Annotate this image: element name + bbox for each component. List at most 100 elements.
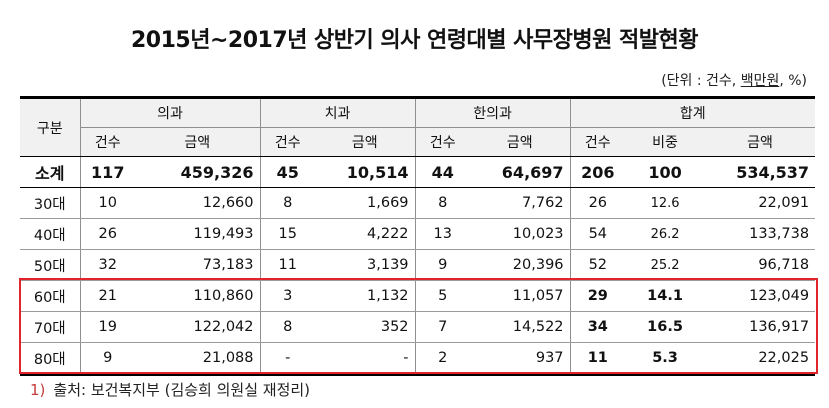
table-cell: 26 (570, 187, 626, 219)
header-sub-cell: 비중 (625, 127, 706, 157)
header-row-groups: 구분 의과 치과 한의과 합계 (20, 96, 816, 157)
header-gubun: 구분 (20, 96, 81, 157)
footnote-mark: 1) (30, 381, 46, 399)
row-label: 80대 (20, 342, 81, 376)
table-cell: 9 (80, 342, 135, 376)
table-cell: 16.5 (625, 311, 706, 343)
data-table: 구분 의과 치과 한의과 합계 건수 금액 건수 금액 건수 금액 건수 비중 … (20, 96, 816, 376)
header-sub-cell: 건수 (415, 127, 471, 157)
table-cell: 937 (470, 342, 571, 376)
table-cell: 3 (260, 280, 316, 312)
table-cell: 10 (80, 187, 135, 219)
header-group-dental: 치과 (260, 96, 416, 128)
table-cell: 52 (570, 249, 626, 281)
header-sub-cell: 금액 (470, 127, 571, 157)
table-cell: 21 (80, 280, 135, 312)
table-row: 50대 32 73,183 11 3,139 9 20,396 52 25.2 … (20, 249, 816, 281)
table-cell: 73,183 (135, 249, 261, 281)
table-cell: 534,537 (705, 156, 816, 188)
table-cell: 10,023 (470, 218, 571, 250)
row-label: 50대 (20, 249, 81, 281)
table-row-subtotal: 소계 117 459,326 45 10,514 44 64,697 206 1… (20, 156, 816, 188)
table-cell: 352 (315, 311, 416, 343)
header-group-medical: 의과 (80, 96, 261, 128)
header-sub-cell: 건수 (80, 127, 135, 157)
table-cell: 1,669 (315, 187, 416, 219)
header-row-sub: 건수 금액 건수 금액 건수 금액 건수 비중 금액 (20, 127, 816, 157)
row-label: 70대 (20, 311, 81, 343)
table-cell: 20,396 (470, 249, 571, 281)
table-cell: 10,514 (315, 156, 416, 188)
table-cell: 26.2 (625, 218, 706, 250)
table-cell: 110,860 (135, 280, 261, 312)
table-cell: 13 (415, 218, 471, 250)
table-cell: 21,088 (135, 342, 261, 376)
unit-underlined: 백만원 (740, 73, 780, 89)
table-cell: 3,139 (315, 249, 416, 281)
header-sub-cell: 건수 (260, 127, 316, 157)
page-title: 2015년~2017년 상반기 의사 연령대별 사무장병원 적발현황 (131, 28, 699, 53)
header-sub-cell: 금액 (315, 127, 416, 157)
header-sub-cell: 금액 (135, 127, 261, 157)
header-sub-cell: 건수 (570, 127, 626, 157)
table-cell: 100 (625, 156, 706, 188)
table-cell: 133,738 (705, 218, 816, 250)
table-cell: 22,091 (705, 187, 816, 219)
table-row: 70대 19 122,042 8 352 7 14,522 34 16.5 13… (20, 311, 816, 343)
table-cell: 54 (570, 218, 626, 250)
table-cell: 64,697 (470, 156, 571, 188)
table-row: 40대 26 119,493 15 4,222 13 10,023 54 26.… (20, 218, 816, 250)
table-cell: 25.2 (625, 249, 706, 281)
table-cell: 29 (570, 280, 626, 312)
table-cell: 5 (415, 280, 471, 312)
table-cell: 12.6 (625, 187, 706, 219)
table-cell: 11,057 (470, 280, 571, 312)
table-cell: - (260, 342, 316, 376)
row-label: 40대 (20, 218, 81, 250)
table-cell: 136,917 (705, 311, 816, 343)
table-cell: 26 (80, 218, 135, 250)
table-row: 30대 10 12,660 8 1,669 8 7,762 26 12.6 22… (20, 187, 816, 219)
table-cell: 14,522 (470, 311, 571, 343)
table-cell: 44 (415, 156, 471, 188)
table-cell: - (315, 342, 416, 376)
table-cell: 12,660 (135, 187, 261, 219)
table-cell: 32 (80, 249, 135, 281)
table-cell: 9 (415, 249, 471, 281)
table-cell: 8 (260, 311, 316, 343)
header-group-oriental: 한의과 (415, 96, 571, 128)
table-cell: 7 (415, 311, 471, 343)
table-row: 60대 21 110,860 3 1,132 5 11,057 29 14.1 … (20, 280, 816, 312)
row-label: 30대 (20, 187, 81, 219)
table-cell: 4,222 (315, 218, 416, 250)
table-cell: 8 (260, 187, 316, 219)
source-text: 출처: 보건복지부 (김승희 의원실 재정리) (53, 381, 311, 399)
table-row: 80대 9 21,088 - - 2 937 11 5.3 22,025 (20, 342, 816, 376)
table-cell: 34 (570, 311, 626, 343)
table-cell: 122,042 (135, 311, 261, 343)
table-cell: 11 (260, 249, 316, 281)
row-label: 소계 (20, 156, 81, 188)
header-sub-cell: 금액 (705, 127, 816, 157)
table-cell: 15 (260, 218, 316, 250)
source-note: 1) 출처: 보건복지부 (김승희 의원실 재정리) (30, 379, 310, 400)
unit-prefix: (단위 : 건수, (661, 73, 741, 89)
table-cell: 19 (80, 311, 135, 343)
table-cell: 206 (570, 156, 626, 188)
table-cell: 7,762 (470, 187, 571, 219)
table-cell: 117 (80, 156, 135, 188)
table-cell: 8 (415, 187, 471, 219)
table-cell: 96,718 (705, 249, 816, 281)
table-cell: 2 (415, 342, 471, 376)
table-cell: 45 (260, 156, 316, 188)
table-cell: 11 (570, 342, 626, 376)
row-label: 60대 (20, 280, 81, 312)
header-group-total: 합계 (570, 96, 816, 128)
table-cell: 14.1 (625, 280, 706, 312)
table-cell: 119,493 (135, 218, 261, 250)
table-cell: 459,326 (135, 156, 261, 188)
table-cell: 22,025 (705, 342, 816, 376)
table-cell: 123,049 (705, 280, 816, 312)
unit-suffix: , %) (779, 73, 807, 89)
table-cell: 1,132 (315, 280, 416, 312)
